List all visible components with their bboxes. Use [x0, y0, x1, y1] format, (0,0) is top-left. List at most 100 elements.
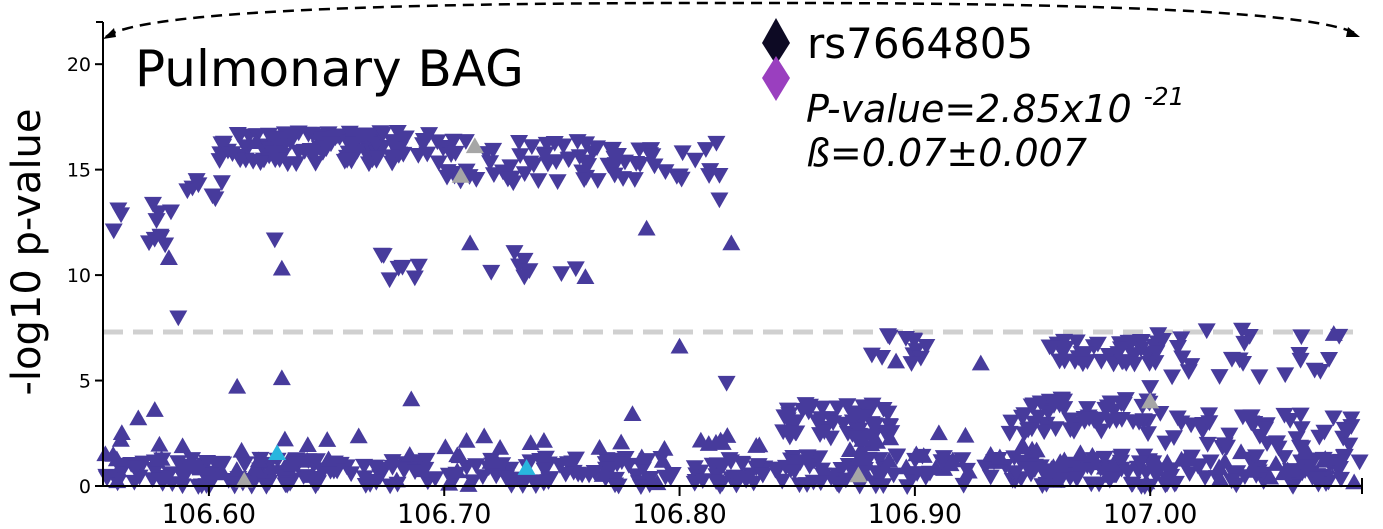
snp-marker	[847, 430, 866, 446]
snp-marker	[576, 268, 595, 284]
snp-marker	[556, 466, 575, 483]
snp-marker	[1014, 438, 1033, 455]
snp-marker	[303, 144, 322, 161]
snp-marker	[1055, 342, 1074, 359]
snp-marker	[521, 434, 540, 451]
snp-marker-cyan	[517, 459, 536, 475]
snp-marker	[911, 350, 930, 367]
snp-marker	[926, 459, 945, 476]
snp-marker	[382, 149, 401, 166]
snp-marker	[1163, 369, 1182, 386]
snp-marker	[637, 219, 656, 236]
snp-marker	[1092, 423, 1111, 440]
snp-marker	[264, 145, 283, 162]
snp-marker	[342, 466, 361, 483]
snp-marker	[283, 455, 302, 472]
snp-marker	[457, 432, 476, 448]
snp-marker	[691, 431, 710, 448]
chart-title: Pulmonary BAG	[135, 40, 524, 98]
snp-marker	[383, 454, 402, 470]
snp-marker	[1065, 456, 1084, 473]
snp-marker	[108, 472, 127, 489]
snp-marker	[450, 447, 469, 464]
snp-marker	[1188, 458, 1207, 475]
snp-marker	[852, 440, 871, 457]
snp-marker	[880, 329, 899, 346]
snp-marker-gray	[465, 137, 484, 154]
snp-marker	[1122, 334, 1141, 351]
snp-marker	[214, 456, 233, 473]
snp-marker	[414, 132, 433, 149]
y-tick-label: 5	[79, 371, 91, 393]
x-tick-label: 107.00	[1103, 499, 1197, 529]
snp-marker	[368, 150, 387, 167]
snp-marker	[663, 467, 682, 483]
snp-marker	[560, 151, 579, 168]
snp-marker	[389, 260, 408, 277]
snp-marker	[1295, 443, 1314, 460]
snp-marker	[1180, 466, 1199, 482]
snp-marker	[374, 248, 393, 264]
snp-marker	[1242, 409, 1261, 426]
snp-marker	[1104, 403, 1123, 420]
snp-marker	[1168, 410, 1187, 427]
snp-marker	[522, 139, 541, 155]
x-tick-label: 106.80	[632, 499, 726, 529]
snp-marker	[1055, 333, 1074, 350]
snp-marker	[884, 467, 903, 484]
snp-marker	[766, 462, 785, 479]
snp-marker	[1268, 435, 1287, 452]
y-tick-label: 15	[67, 160, 91, 182]
snp-marker	[223, 146, 242, 163]
snp-marker	[959, 462, 978, 479]
snp-marker	[554, 138, 573, 155]
snp-marker	[126, 460, 145, 477]
snp-marker	[753, 467, 772, 484]
snp-marker	[707, 135, 726, 152]
snp-marker	[1104, 456, 1123, 472]
snp-marker	[838, 398, 857, 415]
snp-marker	[251, 155, 270, 171]
snp-marker	[670, 337, 689, 354]
snp-marker	[1305, 362, 1324, 379]
snp-marker	[1261, 468, 1280, 485]
snp-marker	[515, 166, 534, 182]
snp-marker	[1308, 471, 1327, 488]
snp-marker	[1156, 435, 1175, 452]
snp-marker	[275, 430, 294, 447]
snp-marker	[1235, 335, 1254, 352]
snp-marker	[643, 148, 662, 164]
snp-marker	[1149, 327, 1168, 343]
snp-marker	[749, 458, 768, 474]
snp-marker	[1071, 444, 1090, 461]
snp-marker	[929, 424, 948, 441]
snp-marker	[307, 453, 326, 469]
pvalue-exponent: -21	[1144, 82, 1185, 111]
snp-marker	[1232, 443, 1251, 460]
snp-marker	[1275, 450, 1294, 466]
snp-marker-gray	[451, 166, 470, 183]
snp-marker	[641, 471, 660, 487]
snp-marker	[1118, 464, 1137, 481]
snp-marker	[786, 425, 805, 442]
snp-marker	[214, 135, 233, 152]
snp-marker	[213, 464, 232, 481]
snp-marker	[1179, 364, 1198, 380]
snp-marker	[1076, 346, 1095, 363]
snp-marker	[298, 436, 317, 453]
snp-marker	[1197, 323, 1216, 340]
snp-marker	[210, 153, 229, 169]
snp-marker	[366, 459, 385, 476]
snp-marker	[496, 470, 515, 487]
snp-marker	[673, 145, 692, 162]
lead-snp-diamond-icon	[762, 18, 790, 65]
snp-marker	[798, 449, 817, 466]
snp-marker	[484, 142, 503, 159]
snp-marker	[272, 259, 291, 276]
snp-marker	[511, 148, 530, 164]
snp-marker	[902, 356, 921, 372]
snp-marker	[862, 347, 881, 364]
snp-marker	[566, 261, 585, 278]
snp-marker	[428, 134, 447, 151]
snp-marker	[150, 435, 169, 452]
